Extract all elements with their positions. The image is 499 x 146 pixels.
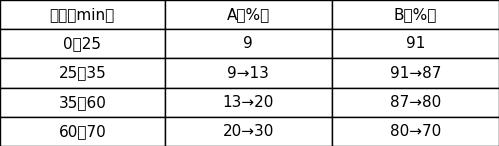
Text: 20→30: 20→30 <box>223 124 274 139</box>
Text: 时间（min）: 时间（min） <box>50 7 115 22</box>
Text: 9→13: 9→13 <box>228 66 269 80</box>
Text: 9: 9 <box>244 36 253 51</box>
Bar <box>165 58 332 88</box>
Bar <box>0 117 165 146</box>
Text: A（%）: A（%） <box>227 7 270 22</box>
Bar <box>165 88 332 117</box>
Text: B（%）: B（%） <box>394 7 437 22</box>
Bar <box>0 0 165 29</box>
Bar <box>332 0 499 29</box>
Text: 87→80: 87→80 <box>390 95 441 110</box>
Text: 60～70: 60～70 <box>58 124 106 139</box>
Bar <box>332 29 499 58</box>
Bar <box>0 88 165 117</box>
Bar <box>332 117 499 146</box>
Bar <box>0 29 165 58</box>
Text: 25～35: 25～35 <box>58 66 106 80</box>
Bar <box>0 58 165 88</box>
Text: 91: 91 <box>406 36 425 51</box>
Text: 13→20: 13→20 <box>223 95 274 110</box>
Text: 35～60: 35～60 <box>58 95 106 110</box>
Text: 0～25: 0～25 <box>63 36 101 51</box>
Text: 91→87: 91→87 <box>390 66 441 80</box>
Bar <box>332 58 499 88</box>
Bar <box>165 29 332 58</box>
Text: 80→70: 80→70 <box>390 124 441 139</box>
Bar <box>332 88 499 117</box>
Bar <box>165 117 332 146</box>
Bar <box>165 0 332 29</box>
